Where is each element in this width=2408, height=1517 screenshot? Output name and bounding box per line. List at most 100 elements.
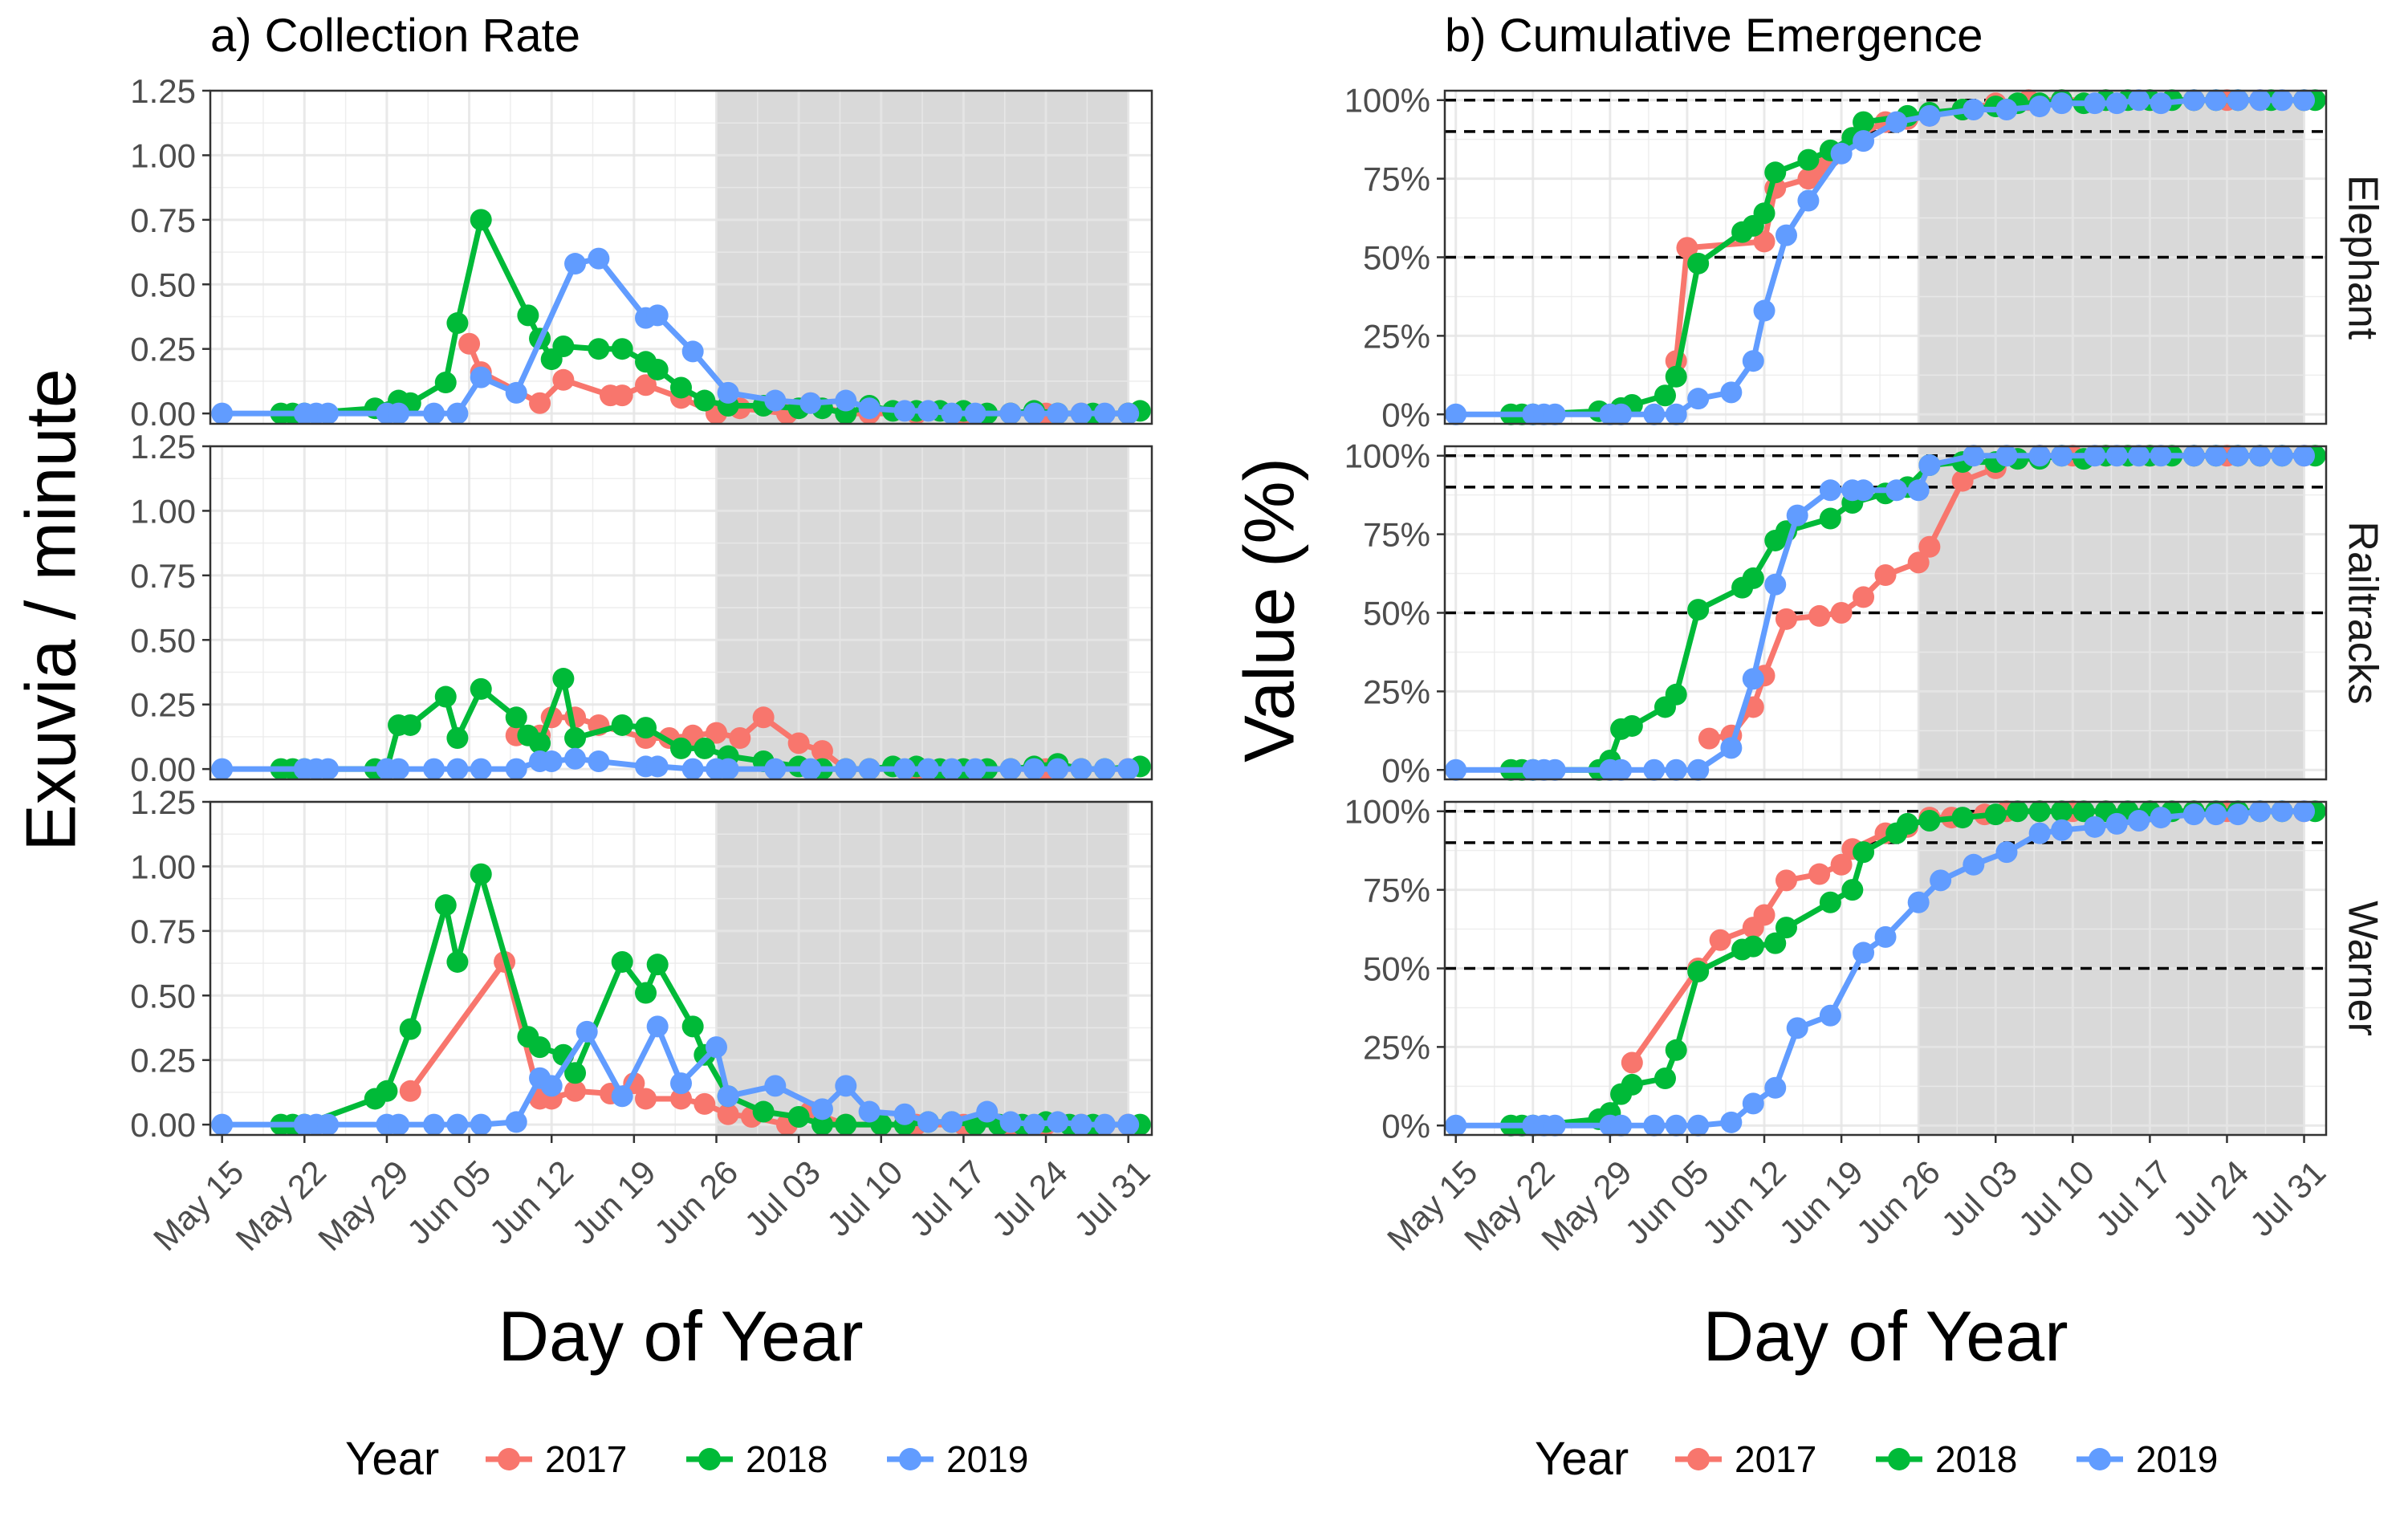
data-point-2019	[1742, 668, 1764, 690]
data-point-2019	[1874, 925, 1897, 948]
x-tick-label: Jun 19	[564, 1153, 662, 1251]
data-point-2019	[999, 1111, 1022, 1133]
data-point-2019	[941, 758, 963, 780]
x-tick-label: Jun 12	[482, 1153, 580, 1251]
legend-label: 2018	[746, 1438, 828, 1480]
y-tick-label: 25%	[1363, 317, 1430, 355]
data-point-2018	[1621, 714, 1643, 737]
x-tick-label: Jun 26	[1849, 1153, 1947, 1251]
data-point-2018	[670, 376, 692, 399]
data-point-2019	[2271, 445, 2293, 467]
data-point-2019	[835, 1075, 857, 1097]
data-point-2019	[1117, 758, 1140, 780]
y-tick-label: 0.75	[130, 557, 196, 595]
facet-strip	[2328, 91, 2382, 424]
data-point-2019	[505, 381, 527, 404]
data-point-2019	[1720, 381, 1743, 404]
data-point-2019	[470, 758, 492, 780]
data-point-2019	[1918, 104, 1941, 127]
data-point-2018	[399, 714, 421, 736]
data-point-2019	[1797, 189, 1820, 212]
data-point-2019	[681, 340, 704, 363]
data-point-2018	[681, 1015, 704, 1038]
data-point-2019	[1853, 130, 1875, 153]
data-point-2018	[611, 950, 633, 973]
data-point-2019	[717, 758, 739, 780]
panel-1: 0% 25% 50% 75% 100% Elephant	[1344, 82, 2386, 434]
data-point-2019	[2051, 92, 2073, 115]
data-point-2019	[1720, 1111, 1743, 1133]
data-point-2019	[2028, 822, 2051, 844]
data-point-2018	[470, 863, 492, 885]
data-point-2018	[811, 1113, 833, 1136]
data-point-2019	[1093, 758, 1116, 780]
data-point-2019	[1885, 479, 1908, 502]
chart-title: b) Cumulative Emergence	[1445, 10, 1983, 62]
data-point-2018	[1764, 932, 1787, 954]
data-point-2018	[1753, 202, 1775, 225]
data-point-2018	[1621, 1073, 1643, 1096]
data-point-2018	[1841, 879, 1864, 901]
data-point-2019	[2128, 445, 2150, 467]
data-point-2018	[1687, 960, 1710, 982]
data-point-2019	[1720, 737, 1743, 759]
data-point-2019	[1070, 758, 1092, 780]
data-point-2019	[211, 1113, 234, 1136]
data-point-2019	[670, 1072, 692, 1095]
x-tick-label: Jun 05	[1617, 1153, 1715, 1251]
data-point-2017	[670, 1088, 692, 1110]
data-point-2018	[505, 706, 527, 729]
y-tick-label: 0.50	[130, 266, 196, 303]
data-point-2019	[611, 1085, 633, 1108]
data-point-2019	[470, 366, 492, 388]
data-point-2019	[2227, 445, 2249, 467]
data-point-2019	[1117, 1113, 1140, 1136]
data-point-2017	[811, 740, 833, 763]
legend-label: 2017	[545, 1438, 627, 1480]
data-point-2018	[1853, 841, 1875, 864]
y-tick-label: 1.00	[130, 136, 196, 174]
data-point-2018	[376, 1080, 398, 1102]
data-point-2017	[635, 374, 657, 397]
legend-key-point	[698, 1448, 721, 1470]
data-point-2019	[1643, 758, 1666, 781]
data-point-2019	[2205, 803, 2227, 826]
y-tick-label: 1.25	[130, 428, 196, 466]
data-point-2019	[2028, 445, 2051, 467]
data-point-2019	[1995, 445, 2018, 467]
data-point-2019	[317, 402, 340, 425]
data-point-2019	[858, 1100, 881, 1123]
y-axis-label: Exuvia / minute	[10, 368, 90, 852]
x-axis-label: Day of Year	[498, 1296, 864, 1376]
x-tick-label: Jun 26	[647, 1153, 745, 1251]
data-point-2019	[1445, 1114, 1467, 1137]
x-tick-label: Jun 19	[1772, 1153, 1870, 1251]
data-point-2019	[2227, 803, 2249, 826]
data-point-2019	[1907, 479, 1930, 502]
data-point-2019	[505, 758, 527, 780]
data-point-2019	[893, 758, 916, 780]
data-point-2019	[2249, 89, 2272, 112]
data-point-2019	[2293, 445, 2316, 467]
data-point-2019	[446, 402, 469, 425]
panel-1: 0.00 0.25 0.50 0.75 1.00 1.25	[130, 72, 1153, 433]
data-point-2018	[1665, 365, 1687, 388]
data-point-2019	[2249, 445, 2272, 467]
data-point-2019	[564, 747, 587, 770]
data-point-2019	[388, 402, 410, 425]
data-point-2019	[835, 758, 857, 780]
data-point-2019	[893, 1103, 916, 1125]
panel-border	[209, 445, 1153, 781]
data-point-2019	[1687, 758, 1710, 781]
legend-label: 2018	[1935, 1438, 2017, 1480]
data-point-2018	[2028, 800, 2051, 823]
legend: Year 2017 2018 2019	[1535, 1433, 2218, 1485]
data-point-2018	[1797, 148, 1820, 171]
data-point-2019	[1070, 402, 1092, 425]
data-point-2019	[505, 1111, 527, 1133]
y-tick-label: 0.00	[130, 395, 196, 433]
data-point-2019	[1117, 402, 1140, 425]
data-point-2019	[1610, 403, 1633, 425]
